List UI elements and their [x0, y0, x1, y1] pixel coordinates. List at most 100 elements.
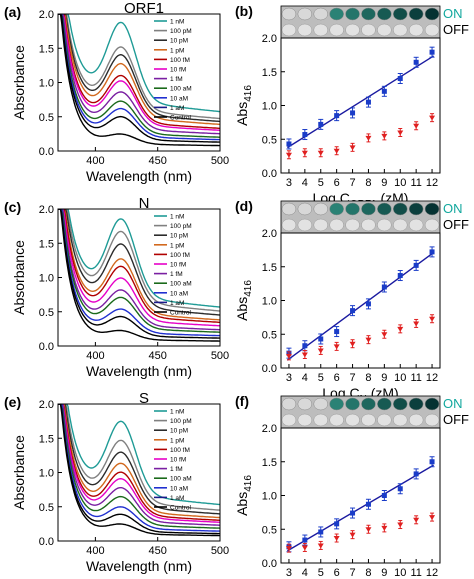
series-group	[58, 14, 220, 147]
x-tick-label: 500	[211, 350, 229, 362]
on-well	[408, 202, 424, 216]
on-well	[345, 7, 360, 21]
x-tick-label: 8	[365, 372, 371, 384]
y-axis-label: Absorbance	[11, 435, 27, 510]
on-well	[313, 397, 328, 411]
on-well	[361, 397, 376, 411]
y-axis-label: Abs416	[234, 85, 254, 126]
spectra-panel: 0.0 0.5 1.0 1.5 2.0 400 450 500 1 nM 100 pM 10 pM 1…	[4, 0, 229, 184]
panel-label: (d)	[235, 198, 253, 214]
on-point	[413, 59, 419, 65]
off-point	[365, 527, 372, 533]
spectra-panel: 0.0 0.5 1.0 1.5 2.0 400 450 500 1 nM 100 pM 10 pM 1…	[4, 195, 229, 379]
legend-label: 100 pM	[170, 223, 192, 230]
on-point	[429, 49, 435, 55]
off-well	[424, 23, 440, 37]
panel-label: (b)	[235, 3, 253, 19]
legend-label: 1 fM	[170, 76, 183, 83]
off-point	[349, 341, 356, 347]
y-tick-label: 1.5	[262, 67, 277, 79]
y-tick-label: 0.0	[39, 341, 54, 353]
spectrum-line	[58, 404, 220, 506]
off-point	[285, 353, 292, 359]
x-tick-label: 5	[318, 177, 324, 189]
spectrum-line	[58, 209, 220, 312]
y-tick-label: 1.5	[262, 262, 277, 274]
spectrum-line	[58, 14, 220, 147]
legend-label: 1 nM	[170, 214, 184, 221]
y-tick-label: 0.5	[39, 112, 54, 124]
legend-label: 10 fM	[170, 457, 186, 464]
off-point	[285, 546, 292, 552]
legend-label: 10 aM	[170, 485, 188, 492]
y-tick-label: 1.5	[39, 43, 54, 55]
off-well	[361, 23, 376, 37]
x-tick-label: 9	[381, 177, 387, 189]
x-tick-label: 4	[302, 177, 308, 189]
legend-label: 100 fM	[170, 57, 190, 64]
spectrum-line	[58, 209, 220, 333]
off-point	[349, 532, 356, 538]
on-point	[365, 99, 371, 105]
off-well	[361, 218, 376, 232]
off-point	[317, 543, 324, 549]
spectrum-line	[58, 209, 220, 337]
on-well	[297, 202, 313, 216]
on-point	[350, 510, 356, 516]
spectrum-line	[58, 14, 220, 123]
x-tick-label: 12	[426, 177, 438, 189]
x-tick-label: 12	[426, 372, 438, 384]
off-point	[365, 135, 372, 141]
y-tick-label: 1.0	[262, 101, 277, 113]
x-tick-label: 11	[410, 177, 421, 189]
legend-label: 100 fM	[170, 447, 190, 454]
on-point	[302, 537, 308, 543]
off-point	[413, 517, 420, 523]
x-tick-label: 9	[381, 372, 387, 384]
on-point	[350, 110, 356, 116]
y-tick-label: 2.0	[39, 204, 54, 216]
off-point	[381, 133, 388, 139]
x-tick-label: 400	[86, 350, 104, 362]
spectrum-line	[58, 14, 220, 120]
legend-label: 100 pM	[170, 28, 192, 35]
x-tick-label: 8	[365, 567, 371, 579]
x-tick-label: 6	[334, 567, 340, 579]
spectrum-line	[58, 209, 220, 308]
on-well	[281, 397, 297, 411]
panel-title: ORF1	[124, 0, 164, 17]
spectrum-line	[58, 14, 220, 135]
off-point	[381, 332, 388, 338]
x-tick-label: 10	[394, 177, 406, 189]
y-axis-label-sub: 416	[243, 85, 254, 102]
y-tick-label: 1.5	[39, 433, 54, 445]
x-tick-label: 5	[318, 567, 324, 579]
spectrum-line	[58, 209, 220, 327]
on-point	[302, 132, 308, 138]
legend-label: 100 pM	[170, 418, 192, 425]
off-well	[408, 23, 424, 37]
on-well	[281, 202, 297, 216]
on-point	[334, 113, 340, 119]
on-well	[313, 7, 328, 21]
x-tick-label: 500	[211, 545, 229, 557]
on-well	[281, 7, 297, 21]
off-point	[333, 344, 340, 350]
off-well	[297, 413, 313, 427]
y-tick-label: 1.0	[39, 468, 54, 480]
x-tick-label: 8	[365, 177, 371, 189]
x-tick-label: 10	[394, 567, 406, 579]
off-well	[297, 218, 313, 232]
legend-label: 100 aM	[170, 476, 192, 483]
legend-label: 10 fM	[170, 67, 186, 74]
spectrum-line	[58, 404, 220, 537]
y-tick-label: 1.0	[39, 78, 54, 90]
on-well	[393, 397, 408, 411]
fit-line	[287, 464, 434, 552]
on-well	[377, 397, 392, 411]
x-tick-label: 3	[286, 372, 292, 384]
off-well	[281, 218, 297, 232]
legend-label: 1 nM	[170, 409, 184, 416]
